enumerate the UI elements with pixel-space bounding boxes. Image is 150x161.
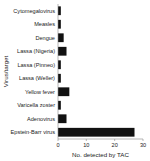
x-tick-label: 10 (83, 142, 89, 148)
y-axis-line (58, 4, 59, 139)
x-tick (114, 139, 115, 141)
category-label: Dengue (35, 35, 55, 41)
bar (58, 128, 135, 137)
category-label: Varicella zoster (17, 102, 55, 108)
bar (58, 74, 61, 83)
bars (58, 6, 135, 136)
x-axis-line (58, 139, 143, 140)
bar (58, 20, 61, 29)
bar (58, 87, 69, 96)
category-label: Lassa (Nigeria) (17, 48, 55, 54)
x-tick (86, 139, 87, 141)
category-label: Measles (34, 21, 55, 27)
bar (58, 6, 61, 15)
bar (58, 114, 67, 123)
bar (58, 101, 61, 110)
x-ticks: 0 10 20 30 (56, 139, 146, 148)
x-axis-label: No. detected by TAC (72, 151, 129, 158)
x-tick-label: 0 (56, 142, 59, 148)
bar (58, 47, 67, 56)
bar (58, 60, 61, 69)
category-label: Adenovirus (27, 116, 55, 122)
category-label: Cytomegalovirus (13, 8, 55, 14)
bar (58, 33, 64, 42)
x-tick (143, 139, 144, 141)
category-label: Lassa (Pinneo) (17, 62, 55, 68)
x-tick-label: 20 (112, 142, 118, 148)
x-tick (58, 139, 59, 141)
category-label: Yellow fever (25, 89, 55, 95)
x-tick-label: 30 (140, 142, 146, 148)
chart-container: Virus/target Epstein-Barr virus Adenovirus… (0, 0, 150, 161)
category-label: Lassa (Weller) (19, 75, 55, 81)
chart-svg: Virus/target Epstein-Barr virus Adenovirus… (0, 0, 150, 161)
y-tick-labels: Epstein-Barr virus Adenovirus Varicella zo… (11, 8, 56, 136)
y-axis-label: Virus/target (2, 55, 9, 87)
category-label: Epstein-Barr virus (11, 129, 56, 135)
